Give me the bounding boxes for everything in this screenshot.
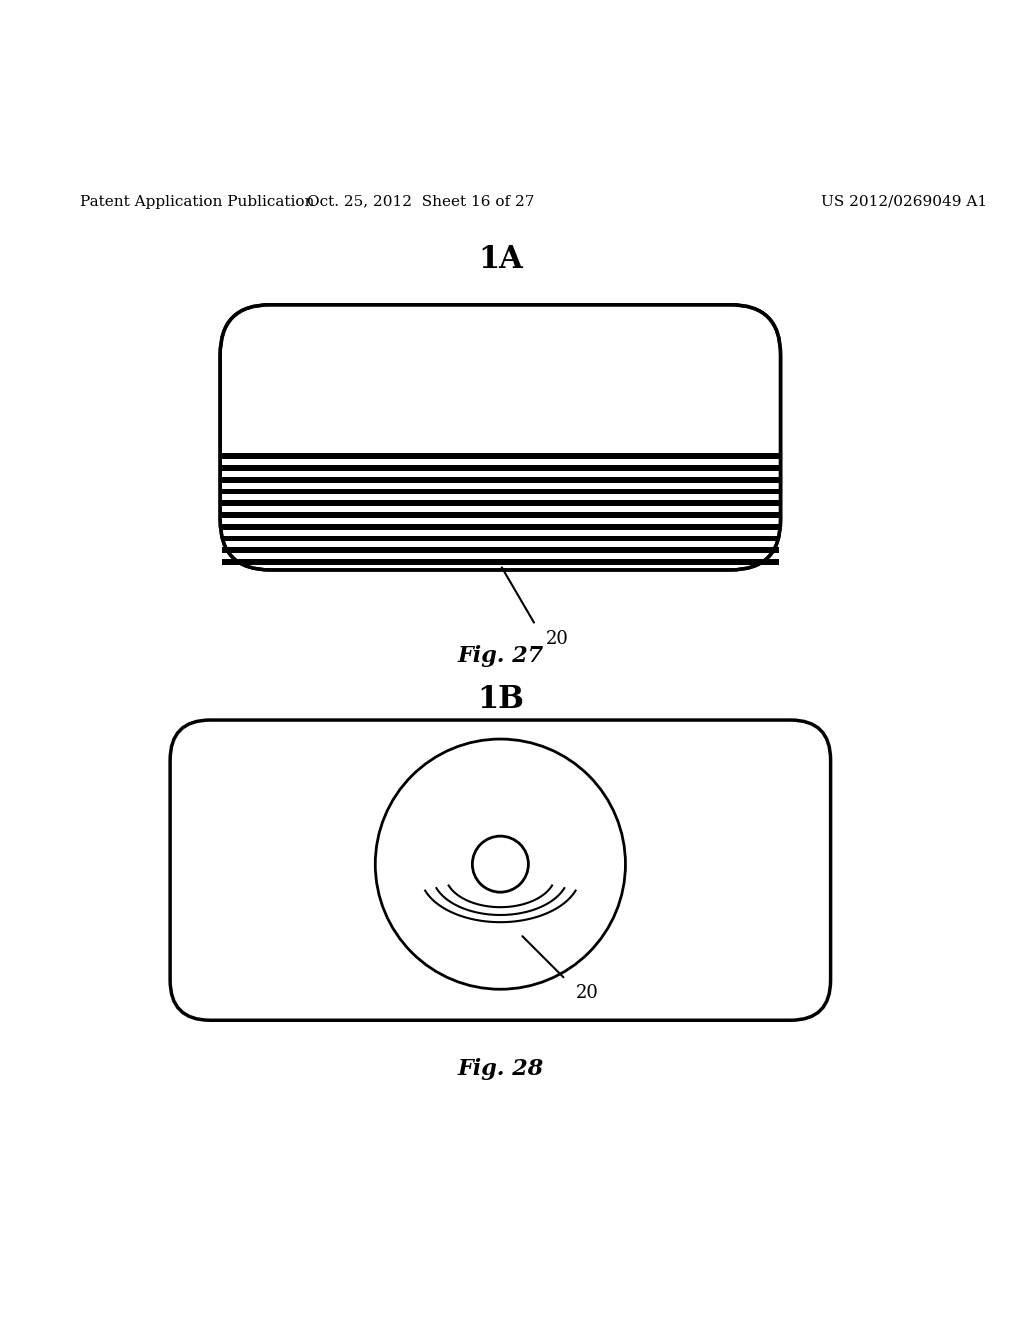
FancyBboxPatch shape bbox=[222, 524, 778, 529]
Circle shape bbox=[472, 836, 528, 892]
FancyBboxPatch shape bbox=[222, 453, 778, 459]
FancyBboxPatch shape bbox=[222, 477, 778, 483]
FancyBboxPatch shape bbox=[170, 719, 830, 1020]
Text: 20: 20 bbox=[546, 630, 568, 648]
Circle shape bbox=[375, 739, 626, 989]
Text: 20: 20 bbox=[575, 985, 598, 1002]
Text: US 2012/0269049 A1: US 2012/0269049 A1 bbox=[820, 194, 987, 209]
FancyBboxPatch shape bbox=[220, 305, 780, 570]
FancyBboxPatch shape bbox=[222, 548, 778, 553]
FancyBboxPatch shape bbox=[222, 465, 778, 471]
FancyBboxPatch shape bbox=[222, 512, 778, 517]
Text: Fig. 27: Fig. 27 bbox=[458, 645, 544, 667]
Text: 1B: 1B bbox=[477, 684, 524, 715]
FancyBboxPatch shape bbox=[222, 488, 778, 495]
Text: Fig. 28: Fig. 28 bbox=[458, 1059, 544, 1080]
Text: Patent Application Publication: Patent Application Publication bbox=[80, 194, 314, 209]
FancyBboxPatch shape bbox=[222, 560, 778, 565]
Text: 1A: 1A bbox=[478, 244, 522, 275]
Text: Oct. 25, 2012  Sheet 16 of 27: Oct. 25, 2012 Sheet 16 of 27 bbox=[306, 194, 534, 209]
FancyBboxPatch shape bbox=[222, 536, 778, 541]
FancyBboxPatch shape bbox=[222, 500, 778, 506]
